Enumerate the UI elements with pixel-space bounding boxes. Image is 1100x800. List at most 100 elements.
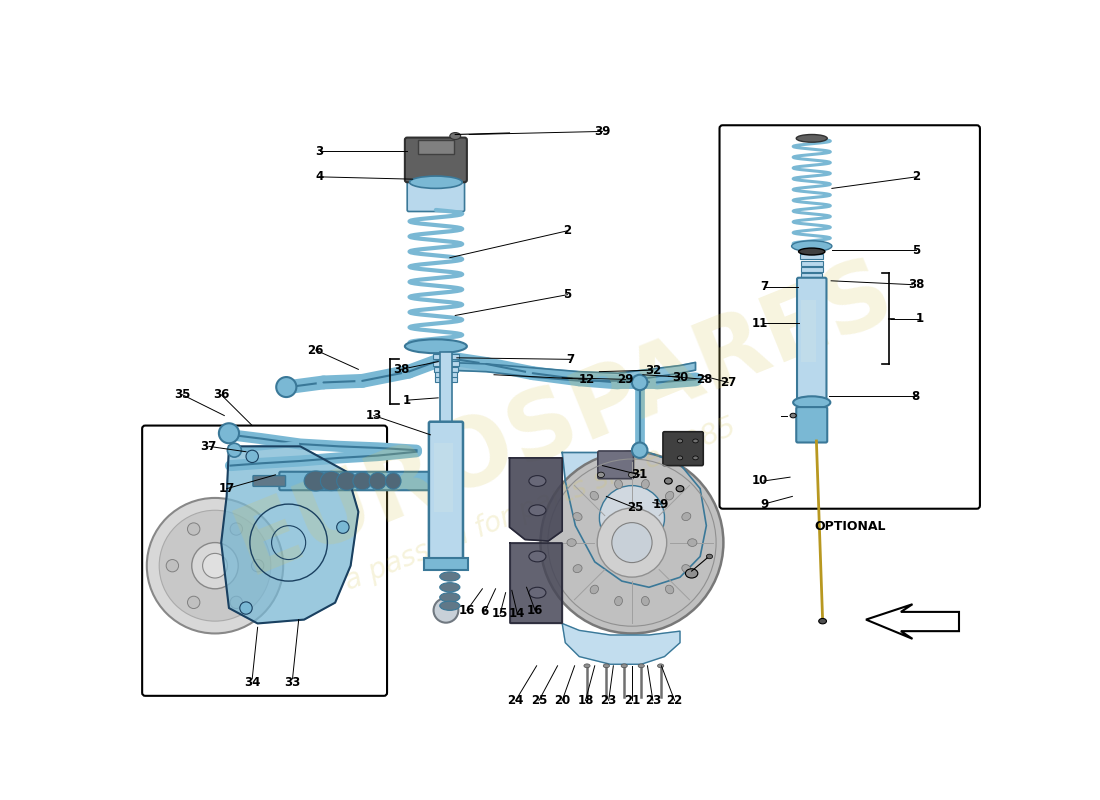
Circle shape [191, 542, 239, 589]
Text: 2: 2 [912, 170, 920, 183]
Circle shape [166, 559, 178, 572]
Text: 29: 29 [617, 373, 634, 386]
Ellipse shape [685, 569, 697, 578]
Text: 26: 26 [308, 344, 323, 357]
Text: 4: 4 [316, 170, 323, 183]
FancyBboxPatch shape [429, 422, 463, 559]
Text: 15: 15 [492, 607, 508, 620]
Text: 39: 39 [594, 125, 610, 138]
Ellipse shape [666, 491, 674, 500]
Circle shape [187, 523, 200, 535]
Ellipse shape [682, 513, 691, 521]
FancyBboxPatch shape [598, 451, 634, 478]
Bar [434, 442, 453, 512]
Text: 13: 13 [365, 409, 382, 422]
Ellipse shape [693, 439, 698, 443]
Ellipse shape [440, 593, 460, 602]
Ellipse shape [590, 585, 598, 594]
Bar [801, 273, 822, 278]
FancyBboxPatch shape [279, 472, 446, 490]
FancyBboxPatch shape [798, 278, 826, 404]
Ellipse shape [641, 479, 649, 489]
Text: 18: 18 [578, 694, 594, 707]
Ellipse shape [693, 456, 698, 460]
Ellipse shape [676, 486, 684, 492]
Bar [433, 367, 458, 373]
Ellipse shape [818, 618, 826, 624]
Text: 31: 31 [631, 468, 648, 482]
Text: 6: 6 [481, 606, 488, 618]
Ellipse shape [573, 513, 582, 521]
Ellipse shape [584, 664, 590, 668]
Text: 16: 16 [527, 604, 543, 617]
Circle shape [597, 508, 667, 577]
Text: 28: 28 [696, 373, 713, 386]
Text: 5: 5 [563, 288, 572, 301]
Circle shape [600, 486, 664, 550]
Ellipse shape [440, 572, 460, 581]
Ellipse shape [597, 472, 604, 478]
Text: 35: 35 [174, 388, 190, 402]
Ellipse shape [678, 456, 683, 460]
Ellipse shape [337, 472, 356, 490]
Text: 7: 7 [760, 281, 768, 294]
Ellipse shape [799, 248, 825, 255]
Ellipse shape [219, 423, 239, 443]
FancyBboxPatch shape [142, 426, 387, 696]
Text: 38: 38 [908, 278, 924, 291]
Bar [432, 354, 459, 359]
Ellipse shape [678, 439, 683, 443]
Circle shape [540, 452, 724, 634]
FancyBboxPatch shape [663, 432, 703, 466]
Ellipse shape [638, 664, 645, 668]
Text: 36: 36 [213, 388, 230, 402]
Ellipse shape [320, 471, 342, 490]
Text: 1: 1 [915, 312, 924, 325]
Text: 16: 16 [459, 604, 475, 617]
Ellipse shape [603, 664, 609, 668]
Text: 34: 34 [244, 676, 261, 690]
Ellipse shape [658, 664, 663, 668]
Text: 25: 25 [627, 502, 644, 514]
Circle shape [230, 596, 242, 609]
Ellipse shape [529, 551, 546, 562]
Ellipse shape [615, 479, 623, 489]
Text: 22: 22 [667, 694, 683, 707]
Ellipse shape [405, 339, 466, 353]
Ellipse shape [796, 134, 827, 142]
Text: EUROSPARES: EUROSPARES [221, 246, 906, 594]
Circle shape [612, 522, 652, 562]
Ellipse shape [688, 538, 697, 546]
FancyBboxPatch shape [405, 138, 466, 182]
Text: 23: 23 [601, 694, 617, 707]
Ellipse shape [790, 414, 796, 418]
Ellipse shape [590, 491, 598, 500]
Text: OPTIONAL: OPTIONAL [814, 519, 886, 533]
Circle shape [160, 510, 271, 621]
Circle shape [146, 498, 283, 634]
Circle shape [246, 450, 258, 462]
Text: 3: 3 [316, 145, 323, 158]
Text: 21: 21 [624, 694, 640, 707]
Text: 12: 12 [579, 373, 595, 386]
Bar [418, 140, 453, 154]
Ellipse shape [529, 587, 546, 598]
Polygon shape [509, 542, 562, 623]
Bar [800, 254, 824, 259]
Bar [425, 558, 468, 570]
Bar [436, 377, 456, 382]
Text: 30: 30 [672, 370, 689, 383]
Polygon shape [866, 604, 959, 639]
Ellipse shape [631, 374, 648, 390]
Circle shape [202, 554, 228, 578]
Bar [440, 353, 452, 423]
Ellipse shape [621, 664, 627, 668]
Ellipse shape [529, 476, 546, 486]
Ellipse shape [433, 598, 459, 622]
Ellipse shape [666, 585, 674, 594]
Text: 19: 19 [652, 498, 669, 510]
Text: 24: 24 [507, 694, 524, 707]
Text: 33: 33 [285, 676, 300, 690]
Bar [801, 267, 823, 272]
Text: 17: 17 [219, 482, 234, 495]
